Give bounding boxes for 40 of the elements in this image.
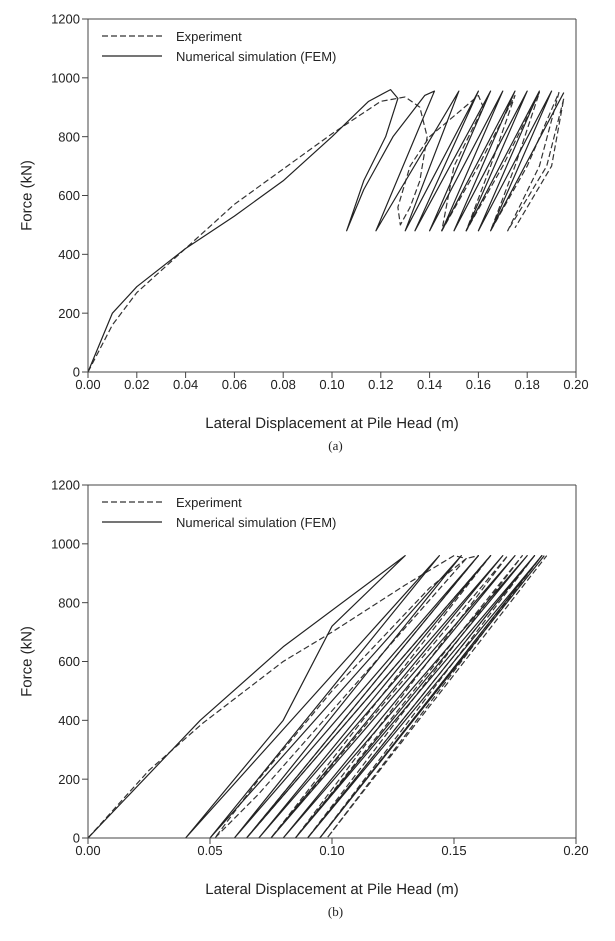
x-tick-label: 0.05 — [197, 843, 223, 858]
x-tick-label: 0.00 — [75, 377, 101, 392]
y-tick-label: 1000 — [51, 536, 80, 552]
y-tick-label: 400 — [58, 246, 80, 262]
x-tick-label: 0.14 — [416, 377, 442, 392]
y-tick-label: 600 — [58, 654, 80, 670]
x-tick-label: 0.10 — [319, 377, 345, 392]
y-tick-label: 1200 — [51, 478, 80, 493]
y-tick-label: 400 — [58, 712, 80, 728]
x-tick-label: 0.16 — [466, 377, 492, 392]
y-tick-label: 200 — [58, 306, 80, 321]
x-axis-title: Lateral Displacement at Pile Head (m) — [205, 881, 459, 898]
text: (a) — [327, 438, 344, 454]
x-tick-label: 0.08 — [270, 377, 296, 392]
y-tick-label: 0 — [72, 364, 80, 380]
y-tick-label: 200 — [58, 772, 80, 787]
x-tick-label: 0.04 — [172, 377, 198, 392]
y-tick-label: 600 — [58, 188, 80, 204]
x-tick-label: 0.15 — [441, 843, 467, 858]
y-tick-label: 1200 — [51, 12, 80, 27]
legend-label: Experiment — [176, 28, 242, 44]
x-tick-label: 0.00 — [75, 843, 101, 858]
x-tick-label: 0.10 — [319, 843, 345, 858]
x-tick-label: 0.06 — [222, 377, 248, 392]
x-tick-label: 0.20 — [563, 843, 589, 858]
x-tick-label: 0.02 — [124, 377, 150, 392]
legend-label: Experiment — [176, 494, 242, 510]
x-axis-title: Lateral Displacement at Pile Head (m) — [205, 415, 459, 432]
text: (b) — [326, 904, 344, 920]
y-tick-label: 1000 — [51, 70, 80, 86]
x-tick-label: 0.20 — [563, 377, 589, 392]
y-axis-title: Force (kN) — [18, 160, 36, 231]
y-tick-label: 800 — [58, 129, 80, 144]
y-tick-label: 800 — [58, 595, 80, 610]
x-tick-label: 0.12 — [368, 377, 394, 392]
legend-label: Numerical simulation (FEM) — [176, 514, 336, 530]
y-axis-title: Force (kN) — [18, 626, 36, 697]
y-tick-label: 0 — [72, 830, 80, 846]
x-tick-label: 0.18 — [514, 377, 540, 392]
legend-label: Numerical simulation (FEM) — [176, 48, 336, 64]
